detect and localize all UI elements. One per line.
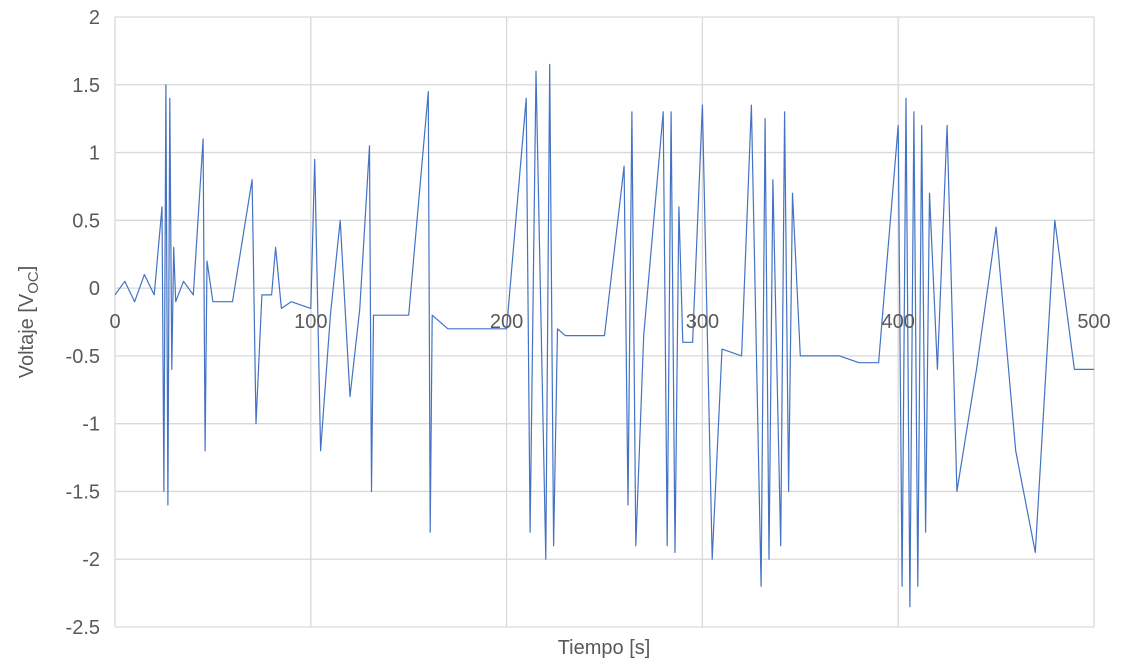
x-axis-tick-labels: 0 100 200 300 400 500: [109, 311, 1110, 333]
y-tick-label: 0: [89, 278, 100, 300]
y-tick-label: 1: [89, 143, 100, 165]
series-layer: [114, 63, 1094, 608]
x-tick-label: 200: [490, 311, 523, 333]
y-tick-label: -1.5: [66, 481, 100, 503]
voltage-series-line: [114, 63, 1094, 608]
x-tick-label: 300: [686, 311, 719, 333]
y-axis-title-main: Voltaje [V: [16, 293, 38, 378]
x-tick-label: 100: [294, 311, 327, 333]
x-axis-title: Tiempo [s]: [558, 637, 651, 659]
y-axis-title: Voltaje [VOC]: [16, 266, 42, 379]
y-tick-label: 0.5: [72, 210, 100, 232]
y-tick-label: -2.5: [66, 617, 100, 639]
x-tick-label: 500: [1077, 311, 1110, 333]
grid-lines: [114, 16, 1095, 628]
x-tick-label: 400: [882, 311, 915, 333]
y-axis-title-subscript: OC: [25, 271, 42, 294]
y-axis-tick-labels: 2 1.5 1 0.5 0 -0.5 -1 -1.5 -2 -2.5: [66, 7, 100, 639]
y-tick-label: -2: [82, 549, 100, 571]
y-tick-label: -0.5: [66, 346, 100, 368]
y-tick-label: 2: [89, 7, 100, 29]
y-tick-label: -1: [82, 414, 100, 436]
x-tick-label: 0: [109, 311, 120, 333]
y-tick-label: 1.5: [72, 75, 100, 97]
y-axis-title-close: ]: [16, 266, 38, 272]
